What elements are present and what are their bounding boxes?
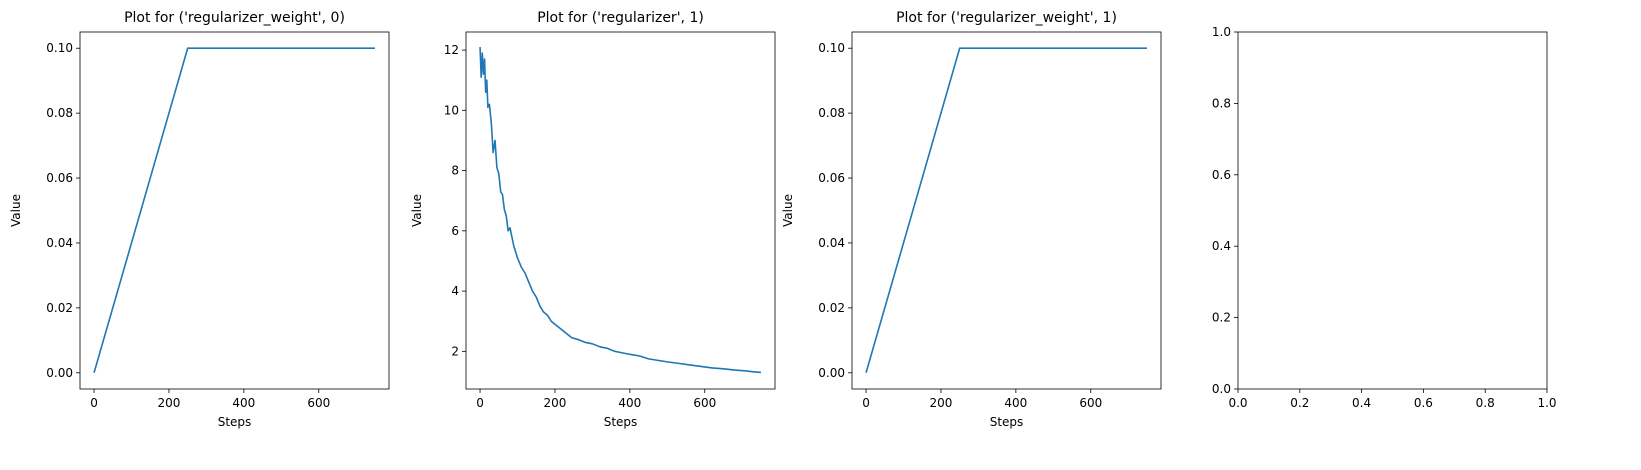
y-tick-label: 0.2 — [1212, 311, 1231, 325]
x-axis-label: Steps — [604, 415, 638, 429]
x-tick-label: 600 — [693, 396, 716, 410]
x-tick-label: 200 — [544, 396, 567, 410]
series-line — [479, 47, 762, 374]
x-tick-label: 400 — [232, 396, 255, 410]
y-tick-label: 0.08 — [818, 106, 845, 120]
y-tick-label: 0.0 — [1212, 382, 1231, 396]
subplot-empty: 0.0 0.2 0.4 0.6 0.8 1.0 0.0 0.2 0.4 0.6 0.8 1.0 — [1212, 25, 1557, 410]
y-tick-label: 4 — [451, 284, 459, 298]
chart-title: Plot for ('regularizer_weight', 0) — [124, 10, 345, 26]
y-tick-label: 0.04 — [818, 236, 845, 250]
axes-frame — [851, 31, 1162, 390]
x-axis-label: Steps — [218, 415, 252, 429]
subplot-regularizer-1: 0 200 400 600 2 4 6 8 10 12 Plot for ('regularizer… — [410, 10, 776, 429]
chart-title: Plot for ('regularizer', 1) — [537, 10, 704, 26]
x-tick-label: 600 — [1079, 396, 1102, 410]
axes-frame — [79, 31, 390, 390]
y-axis-label: Value — [410, 194, 424, 227]
x-tick-label: 0.0 — [1228, 396, 1247, 410]
y-tick-label: 8 — [451, 164, 459, 178]
x-tick-label: 400 — [618, 396, 641, 410]
x-tick-label: 200 — [930, 396, 953, 410]
y-tick-label: 12 — [444, 43, 459, 57]
series-line — [865, 47, 1147, 373]
x-tick-label: 0 — [90, 396, 98, 410]
axes-frame — [465, 31, 776, 390]
y-tick-label: 0.06 — [818, 171, 845, 185]
subplot-regularizer-weight-0: 0 200 400 600 0.00 0.02 0.04 0.06 0.08 0.10 Plot f… — [9, 10, 390, 429]
y-tick-label: 0.10 — [46, 41, 73, 55]
y-tick-label: 0.08 — [46, 106, 73, 120]
x-tick-label: 400 — [1004, 396, 1027, 410]
series-line — [93, 47, 375, 373]
y-tick-label: 10 — [444, 103, 459, 117]
x-tick-label: 0 — [476, 396, 484, 410]
y-tick-label: 0.4 — [1212, 239, 1231, 253]
y-tick-label: 1.0 — [1212, 25, 1231, 39]
subplot-regularizer-weight-1: 0 200 400 600 0.00 0.02 0.04 0.06 0.08 0.10 Plot f… — [781, 10, 1162, 429]
y-tick-label: 0.04 — [46, 236, 73, 250]
y-tick-label: 0.02 — [818, 301, 845, 315]
x-tick-label: 0 — [862, 396, 870, 410]
y-tick-label: 0.00 — [818, 366, 845, 380]
y-axis-label: Value — [9, 194, 23, 227]
x-tick-label: 200 — [158, 396, 181, 410]
y-tick-label: 2 — [451, 344, 459, 358]
x-tick-label: 1.0 — [1537, 396, 1556, 410]
y-tick-label: 0.06 — [46, 171, 73, 185]
x-tick-label: 600 — [307, 396, 330, 410]
y-axis-label: Value — [781, 194, 795, 227]
x-tick-label: 0.6 — [1414, 396, 1433, 410]
y-tick-label: 6 — [451, 224, 459, 238]
x-tick-label: 0.4 — [1352, 396, 1371, 410]
chart-title: Plot for ('regularizer_weight', 1) — [896, 10, 1117, 26]
axes-frame — [1237, 31, 1548, 390]
y-tick-label: 0.6 — [1212, 168, 1231, 182]
x-axis-label: Steps — [990, 415, 1024, 429]
y-tick-label: 0.10 — [818, 41, 845, 55]
y-tick-label: 0.02 — [46, 301, 73, 315]
y-tick-label: 0.00 — [46, 366, 73, 380]
y-tick-label: 0.8 — [1212, 96, 1231, 110]
x-tick-label: 0.2 — [1290, 396, 1309, 410]
x-tick-label: 0.8 — [1476, 396, 1495, 410]
